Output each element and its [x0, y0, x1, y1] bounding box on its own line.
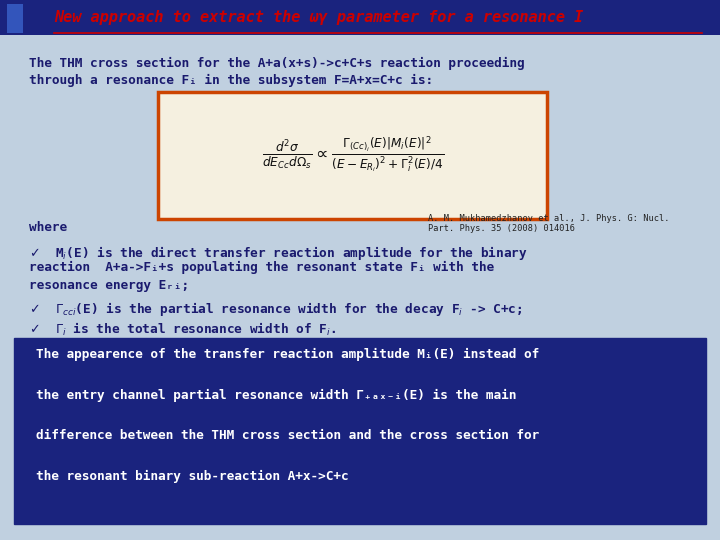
Text: the entry channel partial resonance width Γ₊ₐₓ₋ᵢ(E) is the main: the entry channel partial resonance widt…: [36, 389, 516, 402]
Text: resonance energy Eᵣᵢ;: resonance energy Eᵣᵢ;: [29, 279, 189, 292]
Text: A. M. Mukhamedzhanov et al., J. Phys. G: Nucl.: A. M. Mukhamedzhanov et al., J. Phys. G:…: [428, 214, 670, 224]
Text: the resonant binary sub-reaction A+x->C+c: the resonant binary sub-reaction A+x->C+…: [36, 470, 348, 483]
Text: $\checkmark$  M$_i$(E) is the direct transfer reaction amplitude for the binary: $\checkmark$ M$_i$(E) is the direct tran…: [29, 244, 528, 262]
Text: New approach to extract the ωγ parameter for a resonance I: New approach to extract the ωγ parameter…: [54, 10, 583, 25]
Text: $\checkmark$  $\Gamma_{cci}$(E) is the partial resonance width for the decay F$_: $\checkmark$ $\Gamma_{cci}$(E) is the pa…: [29, 300, 522, 318]
Text: reaction  A+a->Fᵢ+s populating the resonant state Fᵢ with the: reaction A+a->Fᵢ+s populating the resona…: [29, 261, 494, 274]
Text: $\frac{d^2\sigma}{dE_{Cc}d\Omega_s} \propto \frac{\Gamma_{(Cc)_i}(E)|M_i(E)|^2}{: $\frac{d^2\sigma}{dE_{Cc}d\Omega_s} \pro…: [262, 135, 444, 175]
Text: The appearence of the transfer reaction amplitude Mᵢ(E) instead of: The appearence of the transfer reaction …: [36, 348, 539, 361]
Text: where: where: [29, 221, 67, 234]
Text: Part. Phys. 35 (2008) 014016: Part. Phys. 35 (2008) 014016: [428, 224, 575, 233]
Text: $\checkmark$  $\Gamma_i$ is the total resonance width of F$_i$.: $\checkmark$ $\Gamma_i$ is the total res…: [29, 321, 336, 339]
Bar: [7, 4, 23, 33]
Bar: [0, 0, 720, 35]
Bar: [14, 338, 706, 524]
Text: The THM cross section for the A+a(x+s)->c+C+s reaction proceeding: The THM cross section for the A+a(x+s)->…: [29, 57, 524, 70]
FancyBboxPatch shape: [158, 92, 547, 219]
Text: difference between the THM cross section and the cross section for: difference between the THM cross section…: [36, 429, 539, 442]
Text: through a resonance Fᵢ in the subsystem F=A+x=C+c is:: through a resonance Fᵢ in the subsystem …: [29, 74, 433, 87]
